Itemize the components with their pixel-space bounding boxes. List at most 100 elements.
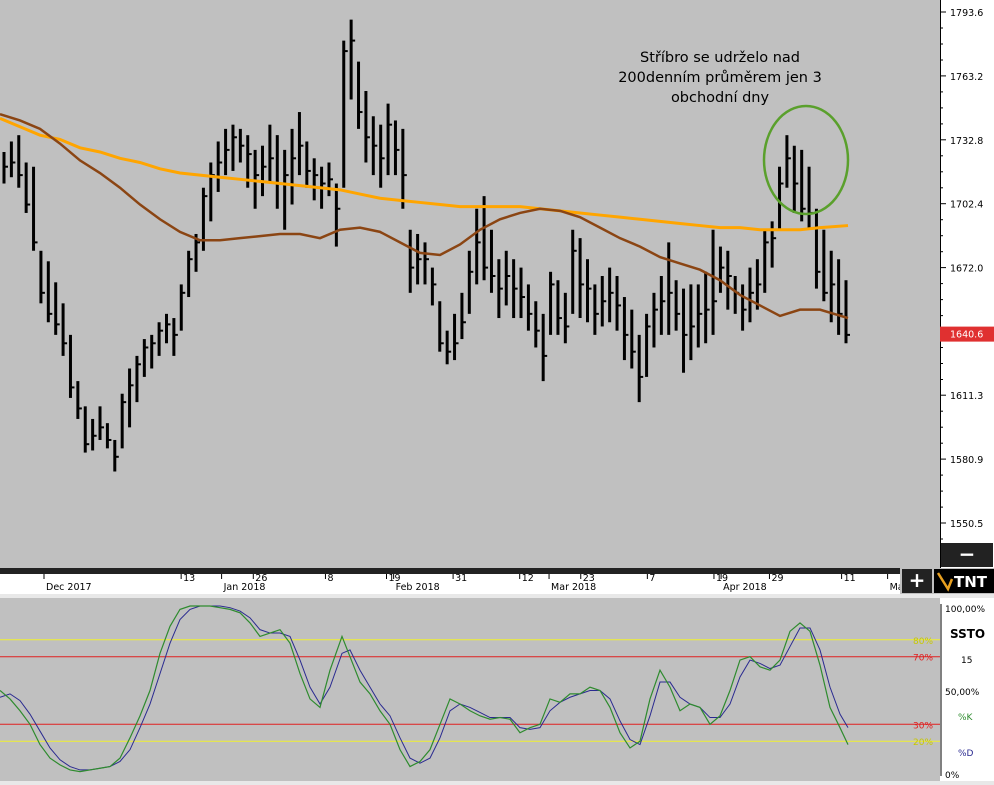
current-price-marker: [940, 326, 994, 342]
price-tick-label: 1763.2: [950, 72, 983, 83]
ohlc-bar: [46, 261, 53, 323]
ohlc-bar: [24, 162, 31, 213]
ohlc-bar: [283, 149, 289, 230]
stochastic-panel[interactable]: 80% 70% 30% 20%: [0, 598, 940, 781]
stochastic-title: SSTO: [950, 627, 985, 641]
ohlc-bar: [105, 423, 112, 449]
ohlc-bar: [172, 318, 178, 356]
stochastic-d-legend: %D: [958, 749, 974, 759]
ohlc-bar: [497, 259, 503, 319]
ohlc-bar: [689, 284, 695, 361]
ohlc-bar: [652, 292, 658, 348]
time-tick-label: Mar 2018: [551, 582, 596, 593]
ohlc-bar: [128, 368, 134, 428]
tnt-logo: TNT: [934, 569, 994, 593]
stochastic-axis-min: 0%: [945, 771, 960, 781]
price-axis[interactable]: 1793.61763.21732.81702.41672.01641.61611…: [940, 0, 994, 568]
ohlc-bar: [489, 229, 496, 293]
ohlc-bar: [142, 339, 149, 377]
stochastic-axis[interactable]: 100,00% 50,00% 0% SSTO 15 %K %D: [940, 598, 994, 781]
ohlc-bar: [238, 128, 245, 163]
panel-divider[interactable]: [0, 594, 994, 598]
time-axis-bar: [0, 568, 900, 574]
ohlc-bar: [9, 141, 16, 178]
stochastic-level-label: 20%: [913, 738, 933, 748]
ohlc-bar: [755, 259, 762, 310]
ohlc-bar: [748, 267, 754, 323]
ohlc-bar: [645, 313, 651, 377]
price-chart[interactable]: [0, 0, 940, 568]
stochastic-level-label: 80%: [913, 637, 933, 647]
ohlc-bar: [334, 183, 341, 247]
zoom-out-button[interactable]: −: [941, 543, 993, 567]
ohlc-bar: [792, 145, 799, 213]
ohlc-bar: [563, 292, 570, 344]
highlight-ellipse: [762, 104, 850, 216]
time-tick-label: 7: [649, 573, 655, 584]
ohlc-bar: [54, 282, 60, 335]
ohlc-bar: [504, 250, 511, 306]
ohlc-bar: [120, 393, 127, 449]
time-tick-label: Apr 2018: [723, 582, 767, 593]
ohlc-bar: [512, 259, 518, 319]
stochastic-background: [0, 598, 940, 781]
ohlc-bar: [135, 355, 141, 403]
ohlc-bar: [393, 120, 400, 176]
ohlc-bar: [327, 162, 333, 197]
time-tick-label: May 2018: [890, 582, 900, 593]
stochastic-param: 15: [961, 656, 972, 666]
price-tick-label: 1732.8: [950, 136, 983, 147]
ohlc-bar: [98, 406, 105, 440]
ohlc-bar: [224, 128, 230, 176]
ohlc-bar: [76, 381, 82, 419]
ohlc-bar: [216, 141, 223, 192]
ohlc-bar: [91, 418, 97, 451]
time-tick-label: 19: [716, 573, 728, 584]
ohlc-bar: [68, 334, 75, 398]
ohlc-bar: [416, 233, 422, 285]
ohlc-bar: [467, 250, 474, 314]
ohlc-bar: [438, 301, 444, 352]
ohlc-bar: [39, 250, 45, 304]
ohlc-bar: [17, 135, 23, 188]
tnt-logo-icon: TNT: [936, 572, 988, 592]
ohlc-bar: [364, 91, 370, 163]
ohlc-bar: [718, 246, 725, 293]
ohlc-bar: [482, 196, 489, 281]
ohlc-bar: [778, 166, 784, 230]
ohlc-bar: [659, 276, 666, 335]
time-tick-label: 23: [583, 573, 595, 584]
current-price-label: 1640.6: [950, 330, 983, 341]
ohlc-bar: [571, 229, 577, 314]
ohlc-bar: [585, 259, 592, 323]
ohlc-bar: [534, 301, 540, 348]
ohlc-bar: [453, 313, 459, 361]
ohlc-bar: [371, 116, 378, 176]
ohlc-bar: [268, 124, 274, 184]
chart-annotation: Stříbro se udrželo nad 200denním průměre…: [618, 50, 822, 106]
ohlc-bar: [667, 242, 673, 335]
time-tick-label: Dec 2017: [46, 582, 92, 593]
ohlc-bar: [164, 313, 171, 344]
ohlc-bar: [297, 112, 304, 176]
time-tick-label: Jan 2018: [223, 582, 266, 593]
stochastic-axis-max: 100,00%: [945, 605, 985, 615]
ohlc-bar: [357, 61, 363, 129]
ohlc-bar: [312, 158, 319, 201]
time-tick-label: 19: [389, 573, 401, 584]
zoom-in-button[interactable]: +: [902, 569, 932, 593]
ohlc-bar: [305, 141, 311, 188]
stochastic-k-line: [0, 605, 849, 773]
time-tick-label: 11: [844, 573, 856, 584]
ohlc-bar: [844, 280, 850, 344]
ohlc-bar: [194, 233, 201, 272]
time-tick-label: 29: [771, 573, 783, 584]
ohlc-bar: [423, 242, 429, 285]
ohlc-bar: [408, 229, 415, 293]
price-tick-label: 1672.0: [950, 264, 983, 275]
ohlc-bar: [519, 267, 526, 319]
ohlc-bar: [475, 208, 481, 285]
ohlc-bar: [615, 276, 622, 331]
stochastic-d-line: [0, 605, 849, 771]
